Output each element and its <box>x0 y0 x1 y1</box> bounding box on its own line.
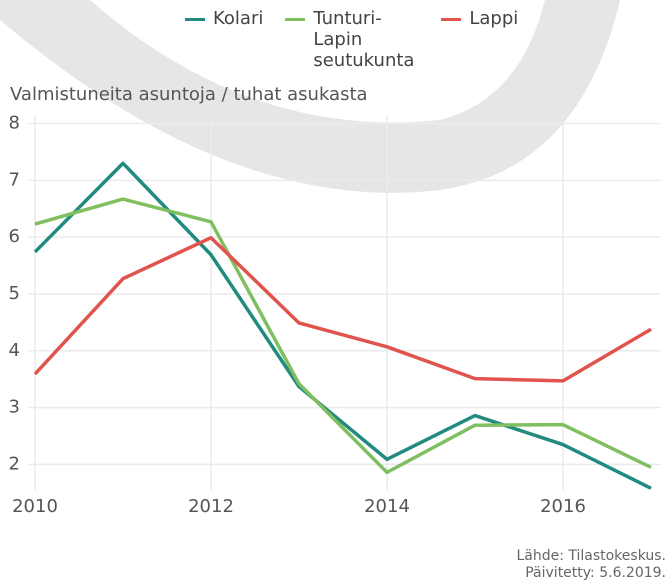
line-series <box>33 235 652 383</box>
line-series <box>33 161 652 490</box>
y-tick-label: 8 <box>9 113 20 134</box>
legend-item: Kolari <box>185 8 263 29</box>
y-tick-label: 2 <box>9 453 20 474</box>
watermark <box>0 0 620 193</box>
line-series <box>34 197 652 475</box>
legend-item: Tunturi-Lapin seutukunta <box>285 8 419 71</box>
x-tick-label: 2010 <box>12 496 58 517</box>
x-tick-label: 2012 <box>188 496 234 517</box>
legend: Kolari Tunturi-Lapin seutukunta Lappi <box>185 8 540 71</box>
y-tick-label: 7 <box>9 169 20 190</box>
x-tick-label: 2014 <box>364 496 410 517</box>
source: Lähde: Tilastokeskus. Päivitetty: 5.6.201… <box>516 548 666 582</box>
legend-label: Lappi <box>469 8 519 29</box>
x-tick-label: 2016 <box>540 496 586 517</box>
legend-swatch <box>441 18 462 21</box>
y-tick-label: 5 <box>9 283 20 304</box>
y-tick-label: 4 <box>9 340 20 361</box>
source-line: Lähde: Tilastokeskus. <box>516 548 666 564</box>
y-axis-label: Valmistuneita asuntoja / tuhat asukasta <box>10 84 368 105</box>
legend-item: Lappi <box>441 8 518 29</box>
source-line: Päivitetty: 5.6.2019. <box>525 565 666 581</box>
legend-swatch <box>185 18 205 21</box>
legend-label: Tunturi-Lapin seutukunta <box>313 8 415 71</box>
y-tick-label: 6 <box>9 226 20 247</box>
legend-swatch <box>285 18 306 21</box>
legend-label: Kolari <box>213 8 264 29</box>
y-tick-label: 3 <box>9 397 20 418</box>
